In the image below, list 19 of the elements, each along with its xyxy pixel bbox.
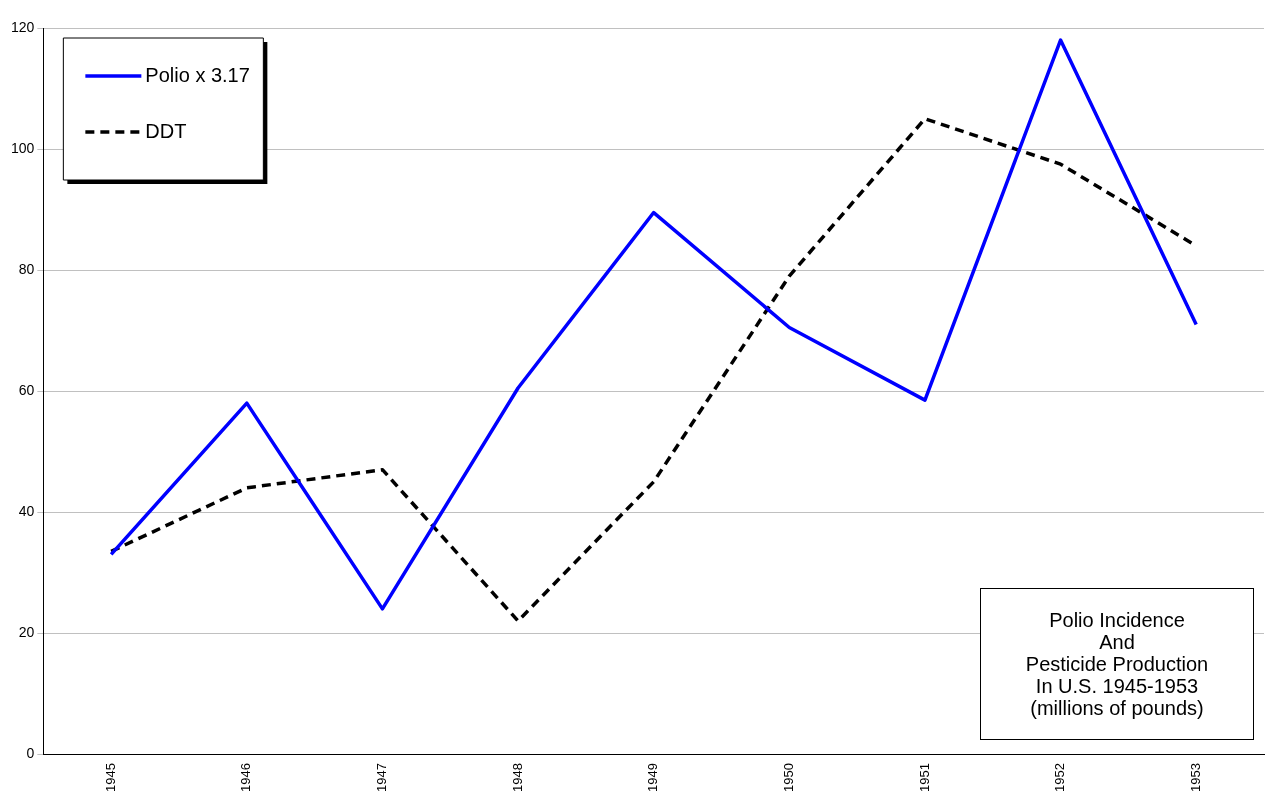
y-tick-label: 20 xyxy=(18,623,35,640)
x-tick-label: 1953 xyxy=(1187,763,1203,792)
y-tick-label: 100 xyxy=(11,139,35,156)
legend-label: Polio x 3.17 xyxy=(145,63,250,86)
x-tick-label: 1952 xyxy=(1052,763,1068,792)
x-tick-label: 1950 xyxy=(780,763,796,792)
x-tick-label: 1948 xyxy=(509,763,525,792)
x-tick-label: 1951 xyxy=(916,763,932,792)
y-tick-label: 0 xyxy=(26,744,35,761)
y-tick-label: 120 xyxy=(11,18,35,35)
caption-box: Polio Incidence And Pesticide Production In U.S. 1945-1953 (millions of pounds) xyxy=(980,588,1254,741)
x-tick-label: 1946 xyxy=(238,763,254,792)
x-tick-label: 1945 xyxy=(102,763,118,792)
x-tick-label: 1949 xyxy=(645,763,661,792)
y-tick-label: 60 xyxy=(18,381,35,398)
legend-label: DDT xyxy=(145,119,187,142)
y-tick-label: 80 xyxy=(18,260,35,277)
y-tick-label: 40 xyxy=(18,502,35,519)
x-tick-label: 1947 xyxy=(374,763,389,792)
